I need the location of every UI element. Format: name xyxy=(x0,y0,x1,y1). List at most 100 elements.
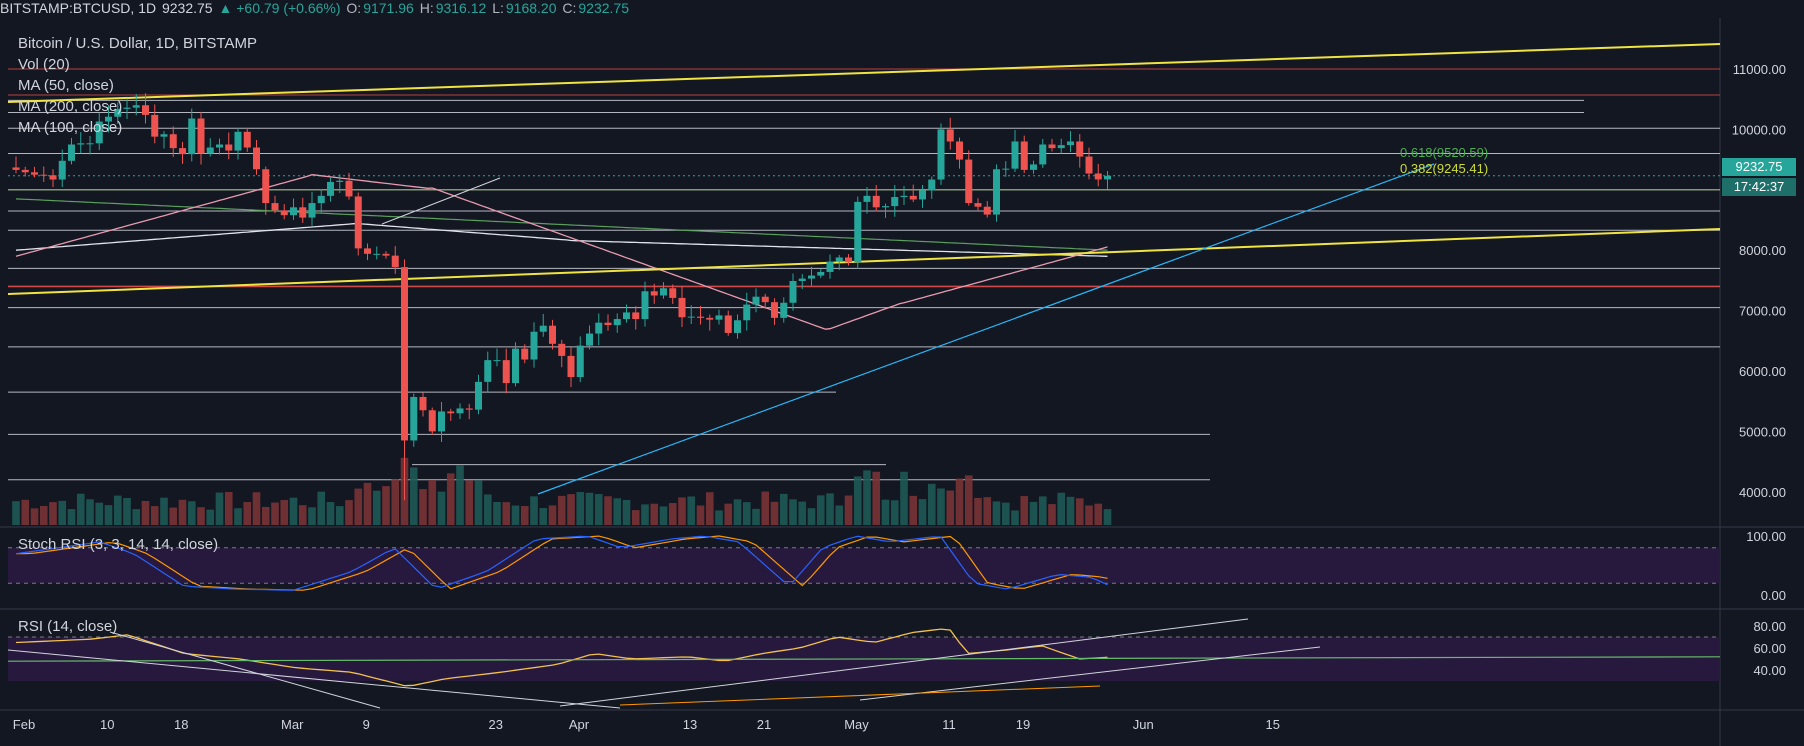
candle-body xyxy=(1104,175,1111,180)
candle-body xyxy=(521,348,529,360)
candle-body xyxy=(743,304,751,321)
volume-bar xyxy=(465,480,474,525)
volume-bar xyxy=(539,508,548,525)
volume-bar xyxy=(1066,496,1075,525)
ma100-line xyxy=(15,222,1108,257)
candle-body xyxy=(937,129,945,180)
candle-body xyxy=(845,257,852,263)
volume-bar xyxy=(567,494,575,525)
volume-bar xyxy=(58,500,67,525)
volume-bar xyxy=(678,497,686,525)
legend-ma50[interactable]: MA (50, close) xyxy=(18,77,114,94)
stoch-band xyxy=(8,547,1720,584)
volume-bar xyxy=(622,499,631,525)
candle-body xyxy=(151,114,159,137)
candle-body xyxy=(1011,141,1019,169)
time-tick-label: Mar xyxy=(281,717,304,732)
candle-body xyxy=(345,180,353,197)
candle-body xyxy=(95,121,103,144)
volume-bar xyxy=(900,471,908,525)
volume-bar xyxy=(104,505,113,525)
candle-body xyxy=(1085,156,1093,174)
volume-bar xyxy=(1048,504,1056,525)
legend-volume[interactable]: Vol (20) xyxy=(18,56,70,73)
candle-body xyxy=(419,396,427,411)
rsi-uptrend-line xyxy=(559,618,1249,707)
legend-ma200[interactable]: MA (200, close) xyxy=(18,98,123,115)
volume-bar xyxy=(335,506,344,525)
lower-trend-line xyxy=(7,228,1721,295)
candle-body xyxy=(447,411,455,414)
countdown-tag: 17:42:37 xyxy=(1722,178,1796,196)
candle-body xyxy=(114,108,122,117)
candle-body xyxy=(734,320,741,333)
stoch-tick-label: 0.00 xyxy=(1761,588,1786,603)
candle-body xyxy=(928,179,936,191)
volume-bar xyxy=(95,502,104,525)
volume-bar xyxy=(289,497,298,525)
candle-body xyxy=(613,319,621,326)
candle-body xyxy=(290,207,297,216)
time-tick-label: 10 xyxy=(100,717,114,732)
volume-bar xyxy=(807,508,816,525)
time-tick-label: 21 xyxy=(757,717,771,732)
volume-bar xyxy=(918,499,927,525)
candle-body xyxy=(382,253,390,256)
candle-body xyxy=(465,408,473,410)
volume-bar xyxy=(483,494,492,525)
candle-body xyxy=(58,160,66,180)
candle-body xyxy=(438,411,445,432)
candle-body xyxy=(280,210,288,216)
volume-bar xyxy=(881,499,890,525)
volume-bar xyxy=(585,492,594,525)
ma50-line xyxy=(15,174,1108,330)
volume-bar xyxy=(520,506,529,525)
volume-bar xyxy=(363,482,372,525)
candle-body xyxy=(687,316,695,318)
candle-body xyxy=(586,333,593,346)
price-tick-label: 7000.00 xyxy=(1739,304,1786,319)
time-tick-label: 19 xyxy=(1016,717,1030,732)
candle-body xyxy=(21,169,29,173)
stoch-k-line xyxy=(15,535,1108,591)
stoch-rsi-title[interactable]: Stoch RSI (3, 3, 14, 14, close) xyxy=(18,536,219,553)
candle-body xyxy=(169,134,177,149)
volume-bar xyxy=(687,496,696,525)
rsi-tick-label: 60.00 xyxy=(1753,641,1786,656)
symbol-title: BITSTAMP:BTCUSD, 1D xyxy=(0,0,157,16)
candle-body xyxy=(197,118,205,154)
candle-body xyxy=(660,288,667,296)
price-tick-label: 8000.00 xyxy=(1739,243,1786,258)
rsi-orange-line xyxy=(619,685,1101,706)
time-tick-label: 23 xyxy=(489,717,503,732)
candle-body xyxy=(669,288,677,298)
rsi-title[interactable]: RSI (14, close) xyxy=(18,618,118,635)
candle-body xyxy=(188,118,196,155)
volume-bar xyxy=(863,470,871,525)
volume-bar xyxy=(21,499,30,525)
time-tick-label: Feb xyxy=(13,717,35,732)
candle-body xyxy=(428,410,436,432)
volume-bar xyxy=(955,478,964,525)
candle-body xyxy=(965,159,973,204)
volume-bar xyxy=(474,480,483,525)
candle-body xyxy=(761,296,769,303)
rsi-downtrend-line xyxy=(109,631,381,709)
candle-body xyxy=(105,116,112,122)
volume-bar xyxy=(890,500,899,525)
volume-bar xyxy=(150,506,159,525)
candle-body xyxy=(1020,141,1028,170)
price-tick-label: 10000.00 xyxy=(1732,122,1786,137)
volume-bar xyxy=(298,505,307,525)
candle-body xyxy=(956,141,963,160)
candle-body xyxy=(946,129,954,142)
volume-bar xyxy=(1001,502,1010,525)
candle-body xyxy=(650,291,658,296)
volume-bar xyxy=(30,508,39,525)
volume-bar xyxy=(770,501,779,525)
candle-body xyxy=(826,261,834,272)
candle-body xyxy=(1030,164,1037,170)
legend-ma100[interactable]: MA (100, close) xyxy=(18,119,123,136)
candle-body xyxy=(891,197,899,207)
